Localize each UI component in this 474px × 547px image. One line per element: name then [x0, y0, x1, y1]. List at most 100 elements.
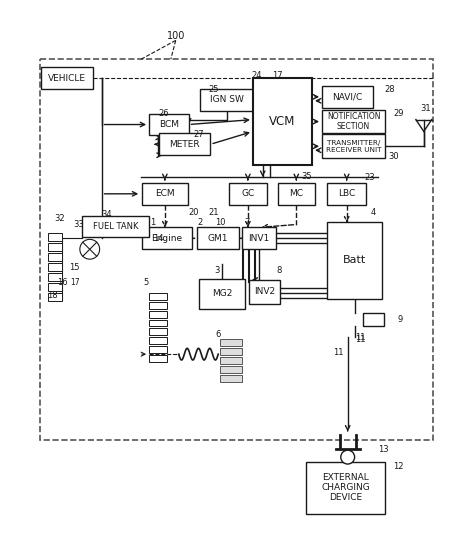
Text: 11: 11	[356, 333, 366, 342]
Bar	[48, 243, 62, 251]
Text: GC: GC	[241, 189, 255, 199]
Bar	[149, 114, 189, 136]
Bar	[200, 89, 254, 110]
Bar	[41, 67, 93, 89]
Text: NOTIFICATION
SECTION: NOTIFICATION SECTION	[327, 112, 380, 131]
Bar	[277, 183, 315, 205]
Bar	[322, 110, 385, 133]
Text: 11: 11	[334, 348, 344, 357]
Text: MG2: MG2	[212, 289, 232, 298]
Text: Batt: Batt	[343, 255, 366, 265]
Text: VEHICLE: VEHICLE	[48, 73, 86, 83]
Bar	[220, 357, 242, 364]
Text: 16: 16	[57, 278, 67, 287]
Bar	[149, 346, 167, 353]
Text: 34: 34	[101, 210, 112, 219]
Text: 6: 6	[216, 330, 221, 339]
Text: 7: 7	[244, 218, 250, 227]
Text: 11: 11	[356, 335, 366, 344]
Text: 2: 2	[198, 218, 203, 227]
Text: 23: 23	[364, 173, 375, 183]
Bar	[159, 133, 210, 155]
Bar	[48, 263, 62, 271]
Text: 20: 20	[188, 208, 199, 217]
Bar	[48, 283, 62, 291]
Text: 29: 29	[394, 109, 404, 118]
Bar	[149, 355, 167, 362]
Text: GM1: GM1	[208, 234, 228, 243]
Text: 1: 1	[150, 218, 155, 227]
Text: 31: 31	[420, 104, 431, 113]
Text: INV1: INV1	[248, 234, 269, 243]
Text: EXTERNAL
CHARGING
DEVICE: EXTERNAL CHARGING DEVICE	[321, 473, 370, 502]
Text: 14: 14	[153, 234, 164, 243]
Text: 5: 5	[144, 278, 149, 287]
Text: 21: 21	[208, 208, 219, 217]
Text: METER: METER	[169, 140, 200, 149]
Bar	[200, 279, 245, 309]
Bar	[253, 78, 312, 165]
Circle shape	[341, 450, 355, 464]
Bar	[327, 183, 366, 205]
Text: 3: 3	[215, 265, 220, 275]
Bar	[149, 302, 167, 309]
Text: 17: 17	[272, 71, 283, 79]
Bar	[142, 228, 191, 249]
Text: BCM: BCM	[159, 120, 179, 129]
Bar	[198, 228, 239, 249]
Text: 28: 28	[385, 85, 395, 95]
Circle shape	[80, 240, 100, 259]
Bar	[48, 293, 62, 301]
Bar	[322, 86, 374, 108]
Bar	[242, 228, 275, 249]
Bar	[40, 59, 433, 440]
Text: 32: 32	[55, 214, 65, 223]
Bar	[249, 280, 281, 304]
Text: FUEL TANK: FUEL TANK	[93, 222, 138, 231]
Bar	[220, 339, 242, 346]
Text: 100: 100	[166, 31, 185, 42]
Text: TRANSMITTER/
RECEIVER UNIT: TRANSMITTER/ RECEIVER UNIT	[326, 140, 382, 153]
Bar	[149, 337, 167, 344]
Text: 27: 27	[193, 130, 204, 139]
Bar	[363, 312, 384, 327]
Text: VCM: VCM	[269, 115, 296, 128]
Text: 26: 26	[159, 109, 169, 118]
Text: 30: 30	[388, 152, 399, 161]
Bar	[220, 375, 242, 382]
Bar	[220, 348, 242, 355]
Bar	[229, 183, 267, 205]
Bar	[48, 273, 62, 281]
Bar	[306, 462, 385, 514]
Text: 15: 15	[69, 263, 79, 271]
Text: 33: 33	[73, 220, 84, 229]
Bar	[220, 366, 242, 373]
Text: Engine: Engine	[151, 234, 182, 243]
Bar	[322, 135, 385, 158]
Text: 10: 10	[215, 218, 226, 227]
Bar	[149, 328, 167, 335]
Bar	[82, 216, 149, 237]
Text: 12: 12	[393, 462, 403, 470]
Text: 25: 25	[208, 85, 219, 95]
Bar	[149, 319, 167, 327]
Bar	[149, 311, 167, 318]
Bar	[327, 222, 382, 299]
Text: 4: 4	[371, 208, 376, 217]
Text: INV2: INV2	[254, 287, 275, 296]
Text: 17: 17	[70, 278, 80, 287]
Text: LBC: LBC	[338, 189, 356, 199]
Text: 13: 13	[378, 445, 389, 453]
Bar	[48, 234, 62, 241]
Text: 24: 24	[252, 71, 262, 79]
Text: 18: 18	[47, 291, 57, 300]
Bar	[142, 183, 188, 205]
Text: 9: 9	[397, 315, 403, 324]
Text: NAVI/C: NAVI/C	[333, 92, 363, 101]
Text: ECM: ECM	[155, 189, 174, 199]
Bar	[48, 253, 62, 261]
Text: 35: 35	[301, 172, 311, 182]
Text: MC: MC	[289, 189, 303, 199]
Text: 8: 8	[277, 265, 282, 275]
Text: IGN SW: IGN SW	[210, 95, 244, 104]
